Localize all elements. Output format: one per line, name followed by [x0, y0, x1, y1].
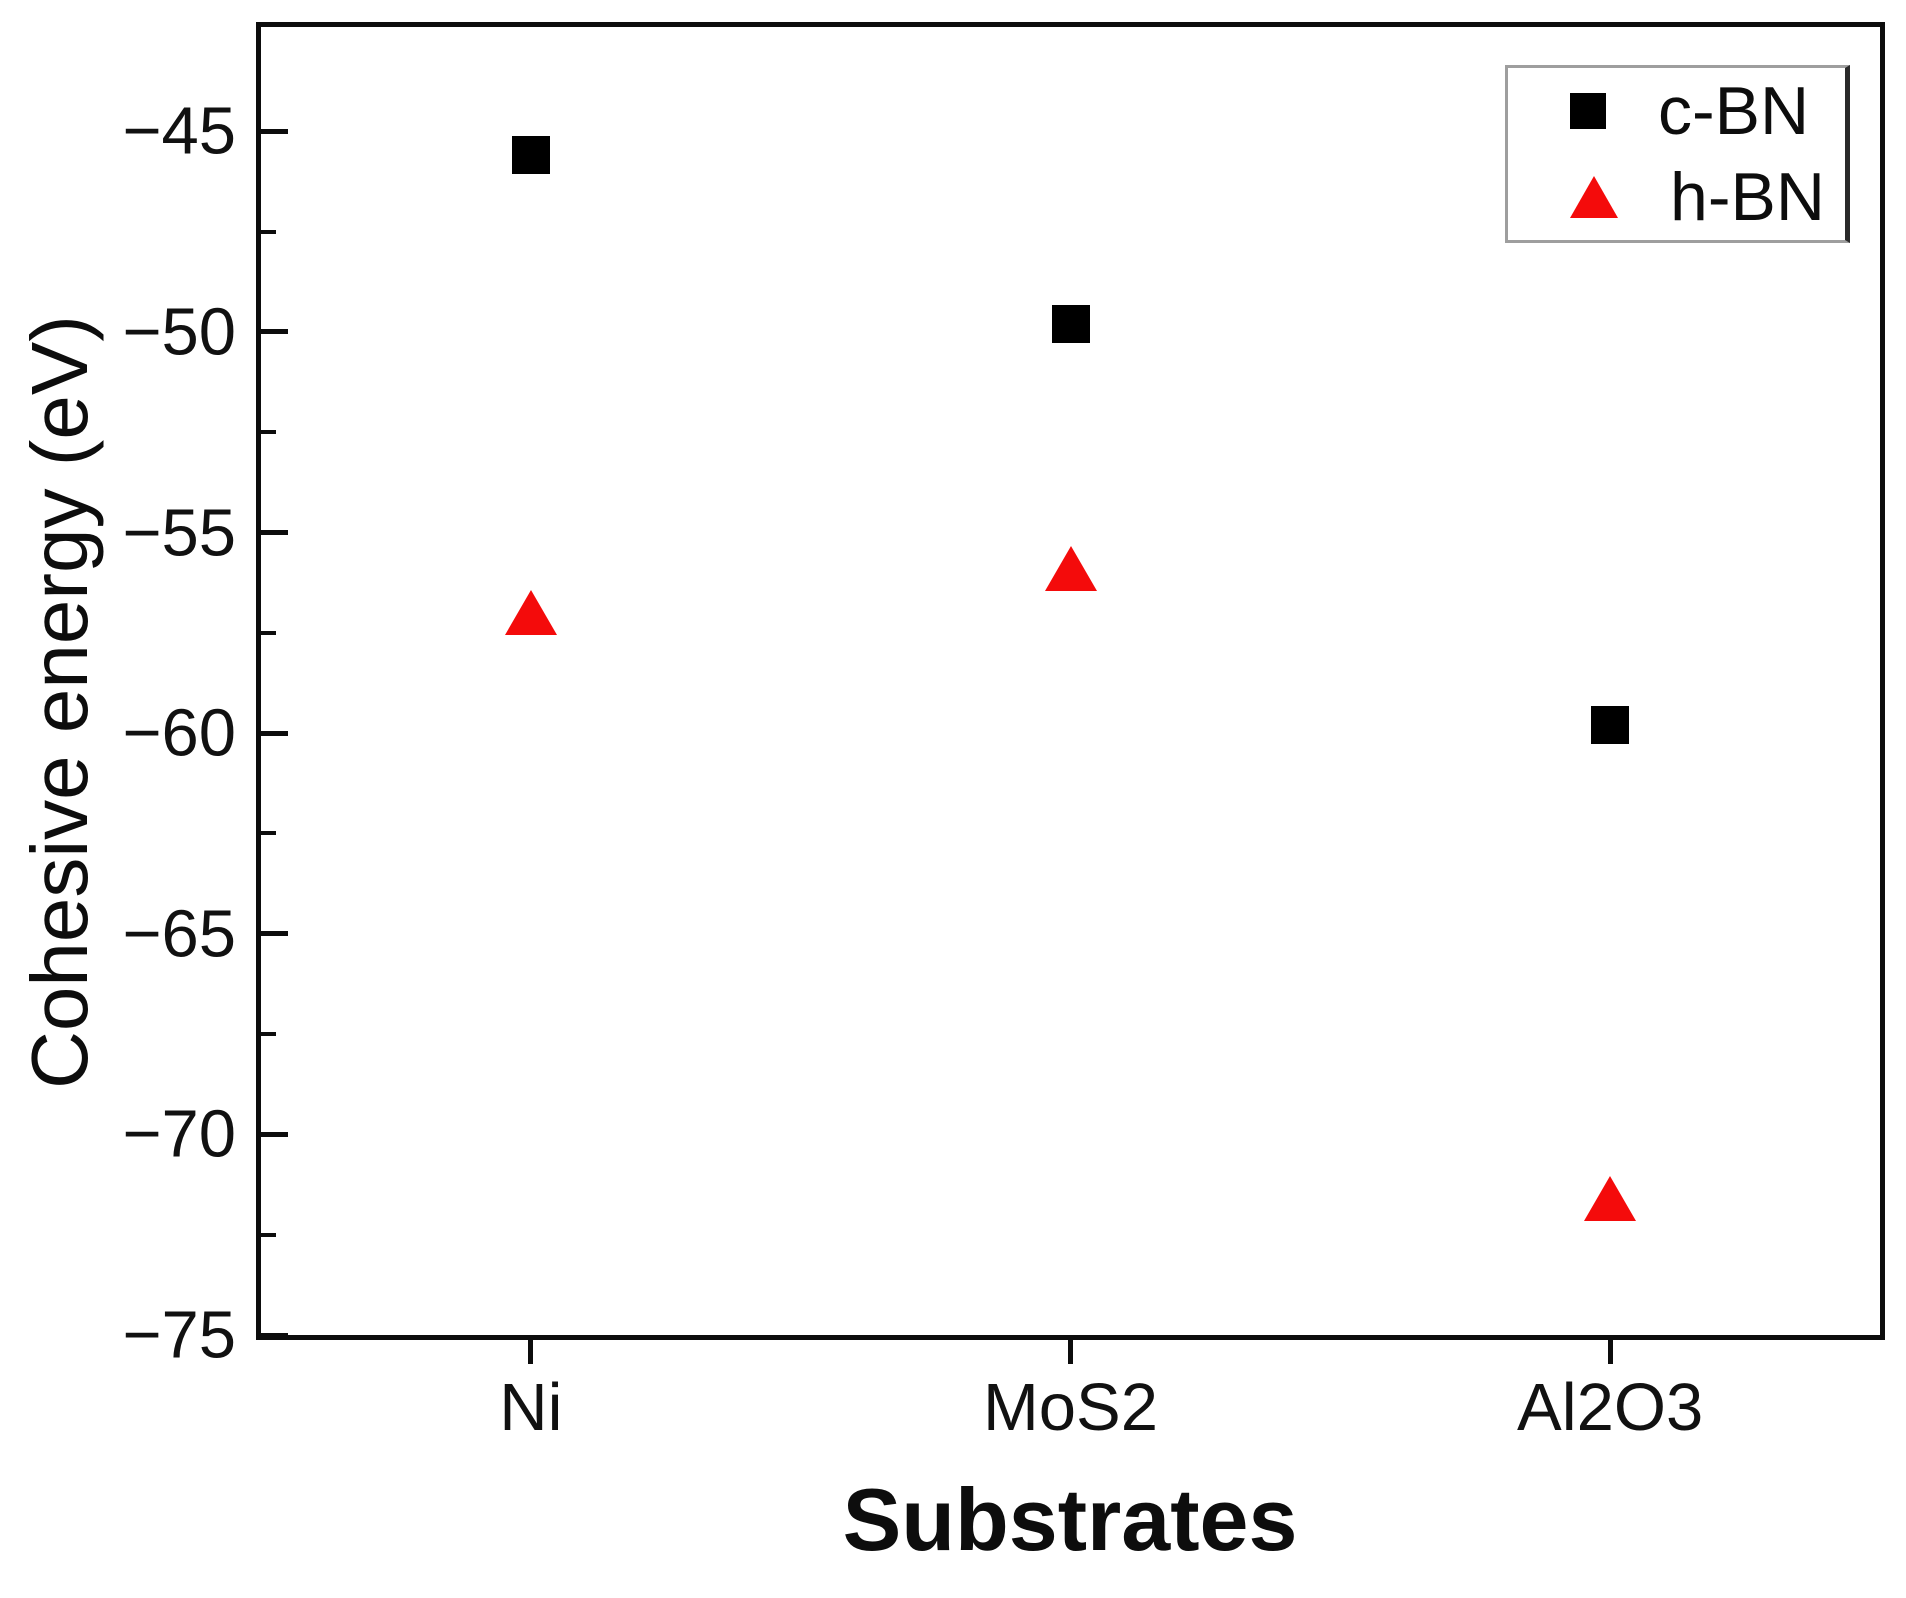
- x-axis-title: Substrates: [842, 1470, 1298, 1569]
- legend-triangle-marker-icon: [1570, 176, 1618, 218]
- y-axis-minor-tick: [261, 229, 276, 234]
- data-point-h-BN: [1044, 546, 1097, 592]
- y-axis-minor-tick: [261, 630, 276, 635]
- y-axis-major-tick: [261, 329, 288, 335]
- y-axis-tick-label: −70: [122, 1096, 236, 1172]
- y-axis-major-tick: [261, 931, 288, 937]
- legend-item-hbn: h-BN: [1508, 154, 1845, 240]
- y-axis-major-tick: [261, 1332, 288, 1338]
- x-axis-tick: [1068, 1340, 1073, 1364]
- y-axis-minor-tick: [261, 1032, 276, 1037]
- y-axis-major-tick: [261, 530, 288, 536]
- x-axis-tick-label: Al2O3: [1517, 1370, 1704, 1445]
- y-axis-major-tick: [261, 730, 288, 736]
- data-point-c-BN: [511, 136, 550, 175]
- y-axis-tick-label: −65: [122, 896, 236, 972]
- data-point-h-BN: [1584, 1176, 1637, 1222]
- x-axis-tick-label: MoS2: [982, 1370, 1159, 1445]
- data-point-c-BN: [1591, 706, 1630, 745]
- y-axis-tick-label: −55: [122, 495, 236, 571]
- y-axis-major-tick: [261, 128, 288, 134]
- legend-label-cbn: c-BN: [1658, 73, 1810, 149]
- legend: c-BN h-BN: [1505, 65, 1850, 243]
- data-point-c-BN: [1051, 304, 1090, 343]
- x-axis-tick: [1607, 1340, 1613, 1364]
- y-axis-minor-tick: [261, 831, 276, 836]
- y-axis-minor-tick: [261, 1232, 276, 1237]
- y-axis-minor-tick: [261, 430, 276, 435]
- legend-label-hbn: h-BN: [1670, 159, 1825, 235]
- y-axis-major-tick: [261, 1131, 288, 1137]
- y-axis-tick-label: −45: [122, 93, 236, 169]
- y-axis-tick-label: −75: [122, 1297, 236, 1373]
- legend-item-cbn: c-BN: [1508, 68, 1845, 154]
- y-axis-tick-label: −60: [122, 695, 236, 771]
- y-axis-tick-label: −50: [122, 294, 236, 370]
- x-axis-tick-label: Ni: [499, 1370, 563, 1445]
- legend-square-marker-icon: [1570, 93, 1606, 129]
- data-point-h-BN: [504, 590, 557, 636]
- x-axis-tick: [528, 1340, 534, 1364]
